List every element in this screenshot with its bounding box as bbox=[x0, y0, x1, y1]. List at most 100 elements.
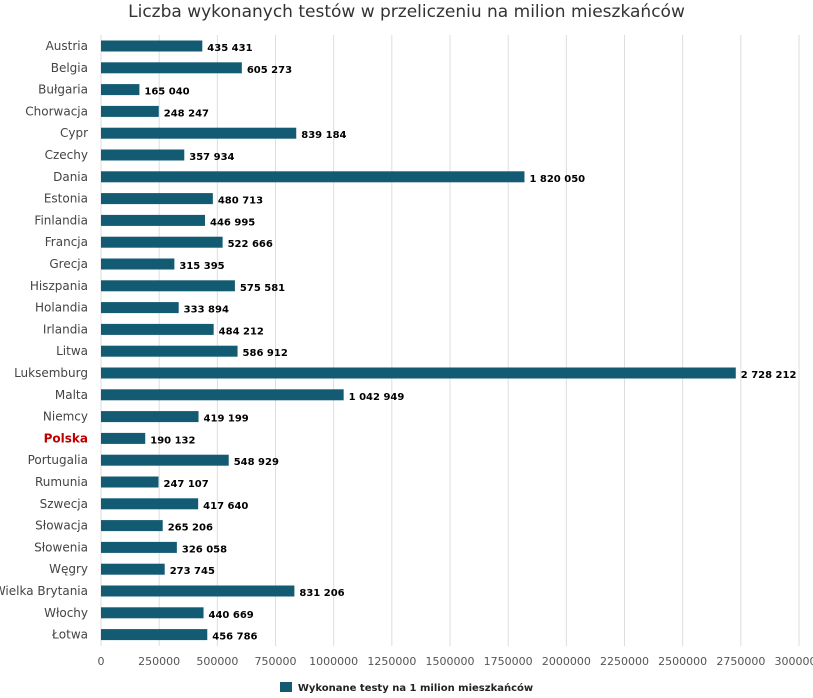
grid-lines bbox=[100, 35, 800, 646]
value-label: 265 206 bbox=[168, 523, 213, 534]
category-label: Bułgaria bbox=[38, 83, 88, 97]
category-label: Słowenia bbox=[34, 540, 88, 554]
category-label: Wielka Brytania bbox=[0, 584, 88, 598]
bar bbox=[101, 629, 208, 641]
bar bbox=[101, 411, 199, 423]
bar bbox=[101, 193, 213, 205]
category-label: Hiszpania bbox=[30, 279, 88, 293]
bar bbox=[101, 302, 179, 314]
category-label: Francja bbox=[45, 235, 88, 249]
value-label: 456 786 bbox=[212, 632, 257, 643]
chart-title: Liczba wykonanych testów w przeliczeniu … bbox=[128, 2, 685, 22]
bar bbox=[101, 280, 235, 292]
value-label: 247 107 bbox=[163, 479, 208, 490]
bar bbox=[101, 454, 229, 466]
category-label: Irlandia bbox=[43, 322, 88, 336]
value-label: 333 894 bbox=[184, 305, 229, 316]
category-label: Czechy bbox=[45, 148, 88, 162]
bar bbox=[101, 214, 206, 226]
value-label: 417 640 bbox=[203, 501, 248, 512]
x-tick-label: 1250000 bbox=[367, 655, 416, 668]
category-label: Polska bbox=[44, 431, 88, 445]
category-label: Łotwa bbox=[51, 628, 88, 642]
x-tick-label: 1000000 bbox=[309, 655, 358, 668]
bar bbox=[101, 323, 214, 335]
value-labels: 435 431 605 273 165 040 248 247 839 184 357 9… bbox=[144, 43, 796, 643]
x-tick-label: 1500000 bbox=[426, 655, 475, 668]
value-label: 419 199 bbox=[204, 414, 249, 425]
category-label: Grecja bbox=[49, 257, 88, 271]
bar bbox=[101, 432, 146, 444]
value-label: 605 273 bbox=[247, 65, 292, 76]
value-label: 248 247 bbox=[164, 108, 209, 119]
bar bbox=[101, 520, 163, 532]
x-tick-label: 2500000 bbox=[658, 655, 707, 668]
value-label: 190 132 bbox=[150, 435, 195, 446]
value-label: 446 995 bbox=[210, 217, 255, 228]
value-label: 839 184 bbox=[301, 130, 346, 141]
x-tick-label: 3000000 bbox=[775, 655, 813, 668]
value-label: 1 042 949 bbox=[349, 392, 405, 403]
x-tick-label: 2250000 bbox=[600, 655, 649, 668]
bar bbox=[101, 236, 223, 248]
value-label: 440 669 bbox=[209, 610, 254, 621]
bar bbox=[101, 149, 185, 161]
category-label: Belgia bbox=[51, 61, 88, 75]
legend-swatch bbox=[279, 682, 292, 692]
value-label: 484 212 bbox=[219, 326, 264, 337]
bar bbox=[101, 476, 159, 488]
value-label: 1 820 050 bbox=[529, 174, 585, 185]
legend: Wykonane testy na 1 milion mieszkańców bbox=[0, 682, 813, 694]
category-label: Słowacja bbox=[35, 519, 88, 533]
bar bbox=[101, 541, 177, 553]
category-label: Holandia bbox=[35, 301, 88, 315]
bar bbox=[101, 105, 159, 117]
category-label: Włochy bbox=[44, 606, 88, 620]
value-label: 548 929 bbox=[234, 457, 279, 468]
category-label: Estonia bbox=[44, 192, 88, 206]
x-tick-label: 1750000 bbox=[484, 655, 533, 668]
category-label: Niemcy bbox=[43, 410, 88, 424]
bar bbox=[101, 40, 203, 52]
bar bbox=[101, 62, 242, 74]
x-tick-label: 2000000 bbox=[542, 655, 591, 668]
value-label: 326 058 bbox=[182, 544, 227, 555]
value-label: 522 666 bbox=[228, 239, 273, 250]
value-label: 357 934 bbox=[189, 152, 234, 163]
bar bbox=[101, 585, 295, 597]
bar bbox=[101, 607, 204, 619]
category-label: Rumunia bbox=[35, 475, 88, 489]
x-tick-label: 750000 bbox=[255, 655, 297, 668]
category-label: Malta bbox=[55, 388, 88, 402]
bar bbox=[101, 498, 199, 510]
value-label: 315 395 bbox=[179, 261, 224, 272]
legend-label: Wykonane testy na 1 milion mieszkańców bbox=[297, 683, 534, 694]
bar bbox=[101, 171, 525, 183]
category-label: Litwa bbox=[56, 344, 88, 358]
bar bbox=[101, 563, 165, 575]
x-tick-label: 500000 bbox=[196, 655, 238, 668]
bar bbox=[101, 84, 140, 96]
bar bbox=[101, 389, 344, 401]
category-label: Austria bbox=[46, 39, 88, 53]
value-label: 273 745 bbox=[170, 566, 215, 577]
category-label: Dania bbox=[53, 170, 88, 184]
value-label: 831 206 bbox=[299, 588, 344, 599]
x-tick-label: 2750000 bbox=[716, 655, 765, 668]
category-label: Finlandia bbox=[34, 213, 88, 227]
value-label: 2 728 212 bbox=[741, 370, 797, 381]
category-label: Szwecja bbox=[40, 497, 88, 511]
bar bbox=[101, 258, 175, 270]
value-label: 575 581 bbox=[240, 283, 285, 294]
bar bbox=[101, 127, 297, 139]
category-label: Luksemburg bbox=[14, 366, 88, 380]
x-axis-ticks: 0 250000 500000 750000 1000000 1250000 1500000… bbox=[98, 655, 813, 668]
category-labels: Austria Belgia Bułgaria Chorwacja Cypr Czechy… bbox=[0, 39, 88, 642]
bar bbox=[101, 345, 238, 357]
value-label: 480 713 bbox=[218, 196, 263, 207]
x-tick-label: 0 bbox=[98, 655, 105, 668]
bars bbox=[101, 40, 736, 641]
value-label: 586 912 bbox=[243, 348, 288, 359]
category-label: Węgry bbox=[49, 562, 88, 576]
